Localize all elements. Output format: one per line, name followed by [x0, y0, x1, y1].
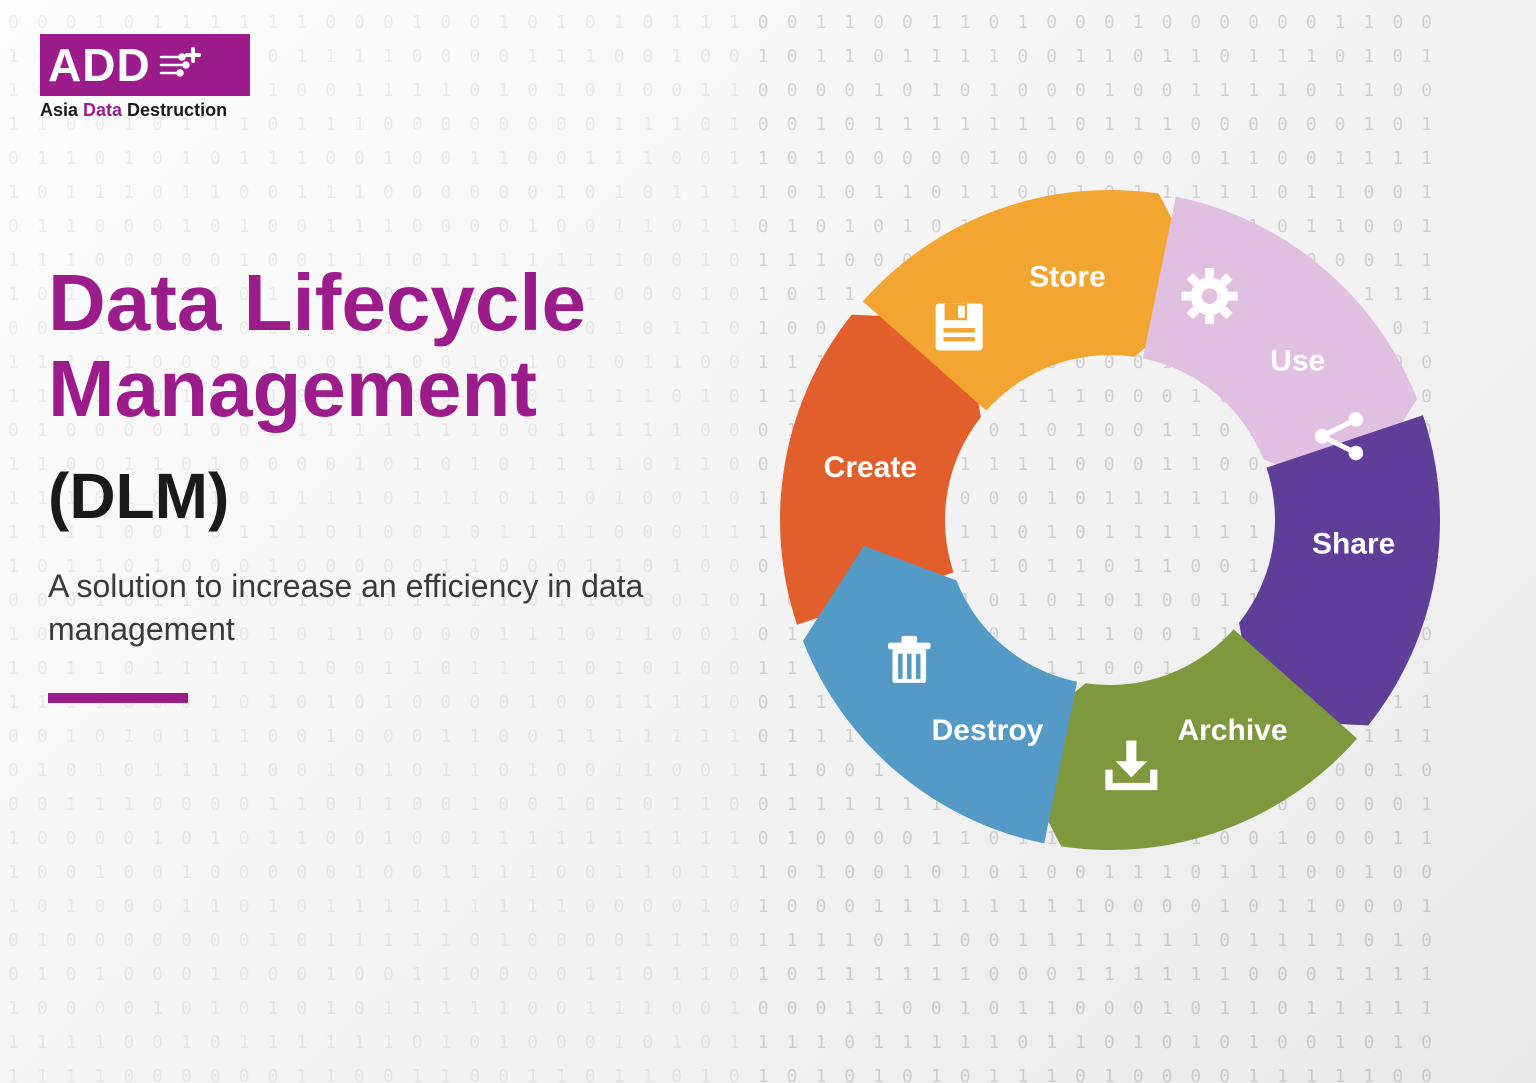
cycle-label-archive: Archive [1177, 714, 1287, 747]
accent-bar [48, 693, 188, 703]
save-icon [936, 303, 983, 350]
circuit-plus-icon [157, 43, 201, 87]
cycle-label-create: Create [824, 451, 917, 484]
logo-tagline: Asia Data Destruction [40, 100, 250, 121]
main-title: Data Lifecycle Management [48, 260, 768, 433]
infographic-canvas: 0001011111100010010101011100110011010001… [0, 0, 1536, 1083]
brand-logo: ADD Asia Data Destruction [40, 34, 250, 121]
logo-box: ADD [40, 34, 250, 96]
tagline-data: Data [83, 100, 127, 120]
description: A solution to increase an efficiency in … [48, 565, 688, 651]
subtitle: (DLM) [48, 459, 768, 533]
cycle-segment-destroy [803, 546, 1077, 844]
cycle-label-store: Store [1029, 261, 1106, 294]
cycle-label-destroy: Destroy [932, 714, 1044, 747]
trash-icon [888, 636, 931, 683]
cycle-label-use: Use [1270, 344, 1325, 377]
tagline-asia: Asia [40, 100, 83, 120]
lifecycle-cycle-diagram: Create Store Use Share Archive Destroy [740, 150, 1480, 890]
logo-text: ADD [48, 38, 151, 92]
cycle-label-share: Share [1312, 528, 1395, 561]
tagline-destruction: Destruction [127, 100, 227, 120]
gear-icon [1182, 268, 1238, 324]
headline-block: Data Lifecycle Management (DLM) A soluti… [48, 260, 768, 703]
